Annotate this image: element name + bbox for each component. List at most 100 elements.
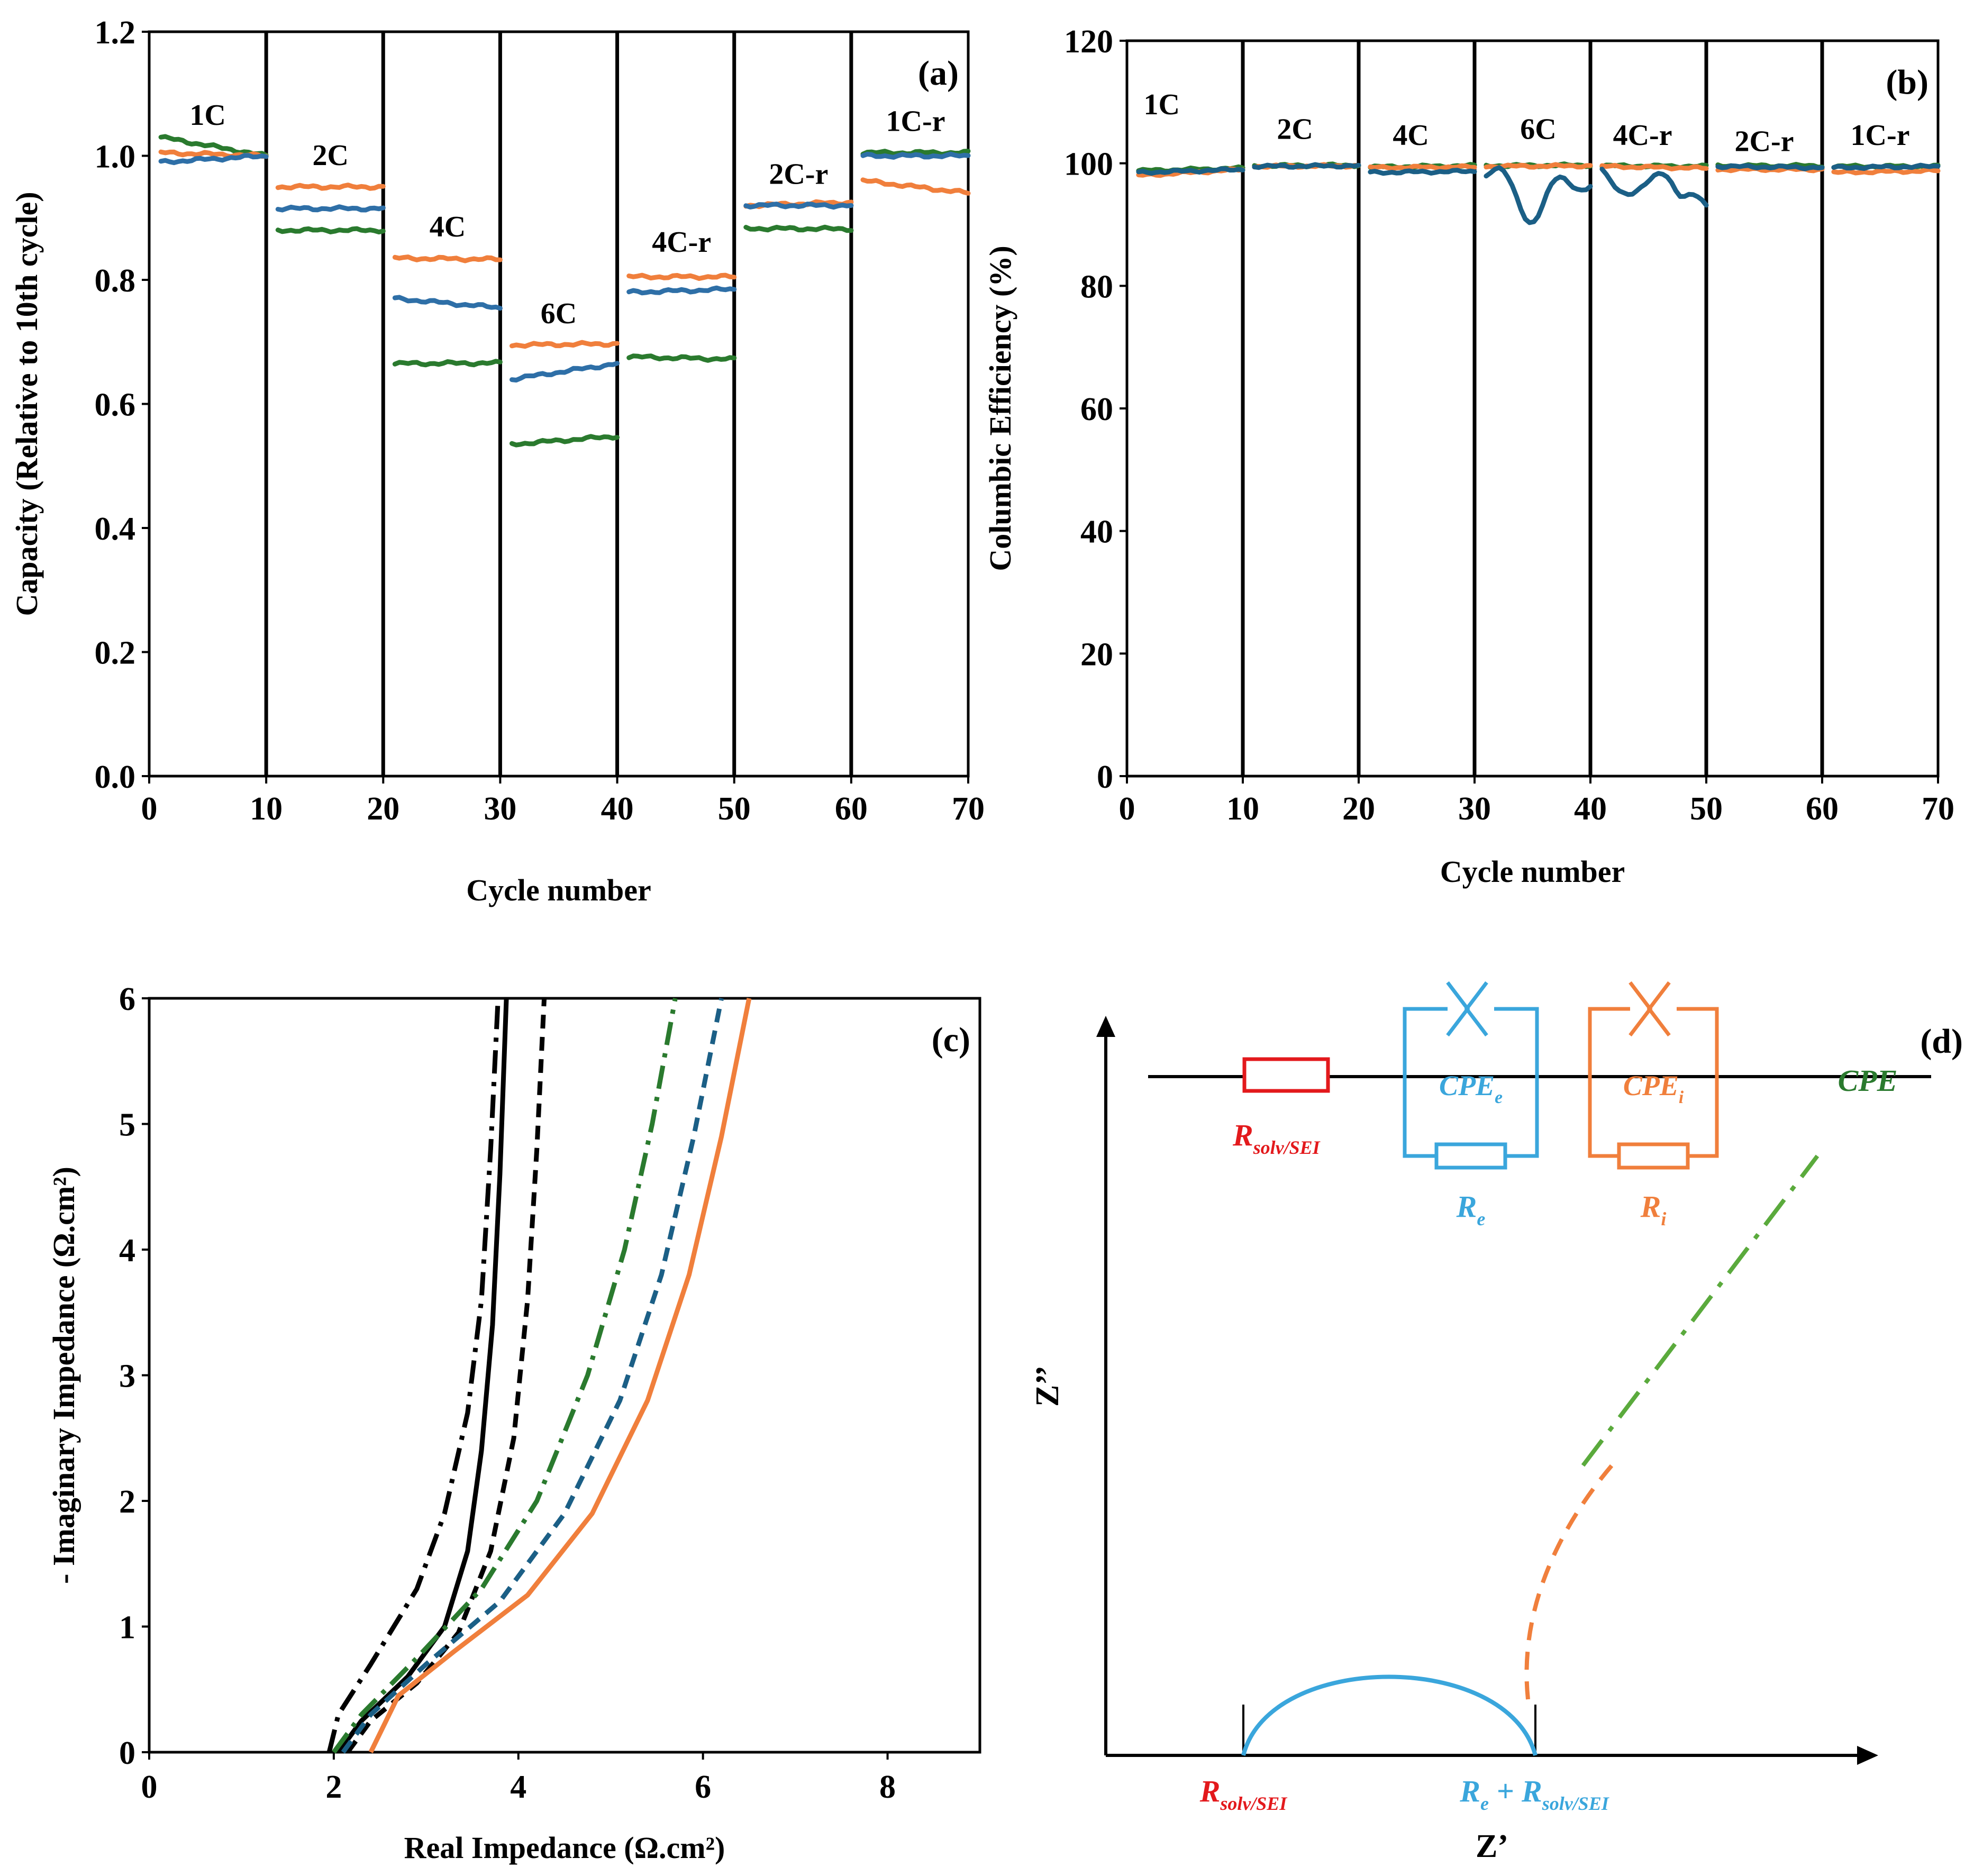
- y-tick-label: 4: [119, 1233, 135, 1269]
- series-blue-segment-1C-r: [1831, 162, 1941, 171]
- x-tick-label: 60: [1806, 791, 1839, 827]
- rate-label-6C: 6C: [541, 297, 577, 330]
- series-orange-segment-1C-r: [860, 177, 971, 196]
- rate-label-2C-r: 2C-r: [1735, 125, 1794, 158]
- rate-label-1C-r: 1C-r: [1851, 119, 1910, 152]
- cpe-gap-e: [1448, 1006, 1494, 1012]
- x-tick-label: 10: [250, 791, 283, 827]
- y-tick-label: 0: [119, 1735, 135, 1771]
- x-tick-label: 60: [835, 791, 868, 827]
- label-r-solv-sei-base: R: [1232, 1118, 1253, 1152]
- x-tick-label: 20: [367, 791, 399, 827]
- y-tick-label: 1.0: [95, 139, 136, 175]
- nyquist-black-solid: [336, 998, 509, 1754]
- rate-label-2C: 2C: [1277, 113, 1313, 145]
- z-imag-label: Z’’: [1030, 1365, 1066, 1407]
- intercept-label-right-r: R: [1459, 1774, 1480, 1808]
- series-green-segment-4C: [392, 359, 503, 368]
- label-r-solv-sei-sub: solv/SEI: [1253, 1137, 1321, 1158]
- y-tick-label: 0.6: [95, 387, 136, 423]
- rate-label-2C-r: 2C-r: [769, 158, 828, 190]
- panel-label: (c): [932, 1021, 970, 1059]
- y-tick-label: 1.2: [95, 15, 136, 51]
- y-tick-label: 40: [1080, 514, 1113, 550]
- y-tick-label: 6: [119, 981, 135, 1017]
- series-orange-segment-1C-r: [1831, 167, 1941, 176]
- series-green-segment-1C: [158, 134, 269, 158]
- x-tick-label: 10: [1226, 791, 1259, 827]
- intercept-label-left-base: R: [1199, 1774, 1221, 1808]
- x-tick-label: 0: [141, 791, 158, 827]
- y-tick-label: 2: [119, 1484, 135, 1520]
- plot-frame: [1125, 39, 1940, 778]
- label-cpe-i-sub: i: [1679, 1088, 1684, 1107]
- intercept-label-right: Re + Rsolv/SEI: [1459, 1774, 1609, 1814]
- x-axis-label: Cycle number: [466, 873, 651, 907]
- y-axis-label: Capacity (Relative to 10th cycle): [10, 192, 44, 616]
- x-tick-label: 0: [141, 1769, 158, 1805]
- series-blue-segment-6C: [510, 361, 620, 383]
- rate-label-1C: 1C: [189, 99, 225, 132]
- label-r-e-base: R: [1456, 1189, 1477, 1224]
- x-axis-label: Cycle number: [1440, 854, 1625, 889]
- intercept-label-right-sub-e: e: [1480, 1793, 1489, 1814]
- x-tick-label: 0: [1119, 791, 1135, 827]
- label-r-i: Ri: [1640, 1189, 1667, 1230]
- nyquist-orange-solid: [368, 998, 752, 1753]
- label-cpe-e: CPEe: [1439, 1070, 1503, 1107]
- y-tick-label: 60: [1080, 391, 1113, 427]
- z-real-label: Z’: [1476, 1828, 1508, 1864]
- rate-label-4C: 4C: [1393, 119, 1429, 152]
- label-cpe-e-sub: e: [1495, 1088, 1503, 1107]
- series-blue-segment-2C: [1252, 162, 1361, 170]
- intercept-label-right-plus: +: [1489, 1774, 1522, 1808]
- panel-label: (d): [1920, 1022, 1963, 1061]
- series-blue-segment-4C: [1368, 168, 1477, 176]
- y-axis-label: Columbic Efficiency (%): [983, 245, 1017, 571]
- intercept-label-left-sub: solv/SEI: [1220, 1793, 1288, 1814]
- diffusion-line: [1581, 1154, 1820, 1467]
- x-tick-label: 50: [1690, 791, 1723, 827]
- y-tick-label: 0.4: [95, 511, 136, 547]
- series-blue-segment-2C-r: [1715, 163, 1825, 171]
- panel-a-capacity-chart: 0 10 20 30 40 50 60 70 0.0 0.2 0.4 0.6 0.8 1.0 1.2 Cycl…: [10, 15, 985, 907]
- resistor-solv-sei: [1242, 1057, 1330, 1093]
- y-tick-label: 120: [1064, 24, 1113, 60]
- series-blue-segment-4C-r: [1599, 167, 1709, 208]
- cpe-plate-right-e: [1464, 981, 1488, 1037]
- label-r-i-sub: i: [1661, 1208, 1666, 1230]
- z-imag-arrowhead: [1096, 1016, 1115, 1037]
- rate-label-4C: 4C: [430, 211, 466, 243]
- series-blue-segment-4C: [392, 295, 503, 311]
- x-tick-label: 8: [879, 1769, 896, 1805]
- panel-b-efficiency-chart: 0 10 20 30 40 50 60 70 0 20 40 60 80 100 120 Cycle numb…: [983, 24, 1954, 889]
- y-tick-label: 80: [1080, 269, 1113, 305]
- series-green-segment-2C: [275, 226, 386, 235]
- cpe-plate-right-i: [1646, 981, 1671, 1037]
- rate-label-4C-r: 4C-r: [652, 226, 711, 259]
- x-tick-label: 50: [718, 791, 751, 827]
- series-orange-segment-4C: [1368, 163, 1477, 171]
- series-green-segment-2C-r: [743, 224, 854, 233]
- series-green-segment-6C: [510, 434, 620, 448]
- series-blue-segment-6C: [1484, 165, 1593, 225]
- series-orange-segment-6C: [1484, 162, 1593, 170]
- y-axis-label: - Imaginary Impedance (Ω.cm²): [47, 1167, 81, 1584]
- series-orange-segment-4C-r: [626, 272, 737, 281]
- panel-label: (a): [918, 54, 959, 93]
- x-tick-label: 70: [1922, 791, 1954, 827]
- x-tick-label: 30: [484, 791, 516, 827]
- intercept-label-right-r2: R: [1521, 1774, 1542, 1808]
- label-r-solv-sei: Rsolv/SEI: [1232, 1118, 1321, 1158]
- series-orange-segment-4C: [392, 254, 503, 263]
- x-tick-label: 40: [1574, 791, 1607, 827]
- label-cpe-e-base: CPE: [1439, 1070, 1495, 1101]
- y-tick-label: 3: [119, 1359, 135, 1395]
- y-tick-label: 20: [1080, 636, 1113, 672]
- resistor-i: [1617, 1142, 1690, 1170]
- panel-c-impedance-chart: 0 2 4 6 8 0 1 2 3 4 5 6 Real Impedance (Ω.cm²) - Imag…: [47, 981, 981, 1865]
- x-tick-label: 20: [1342, 791, 1375, 827]
- y-tick-label: 1: [119, 1610, 135, 1646]
- series-blue-segment-1C-r: [860, 151, 971, 160]
